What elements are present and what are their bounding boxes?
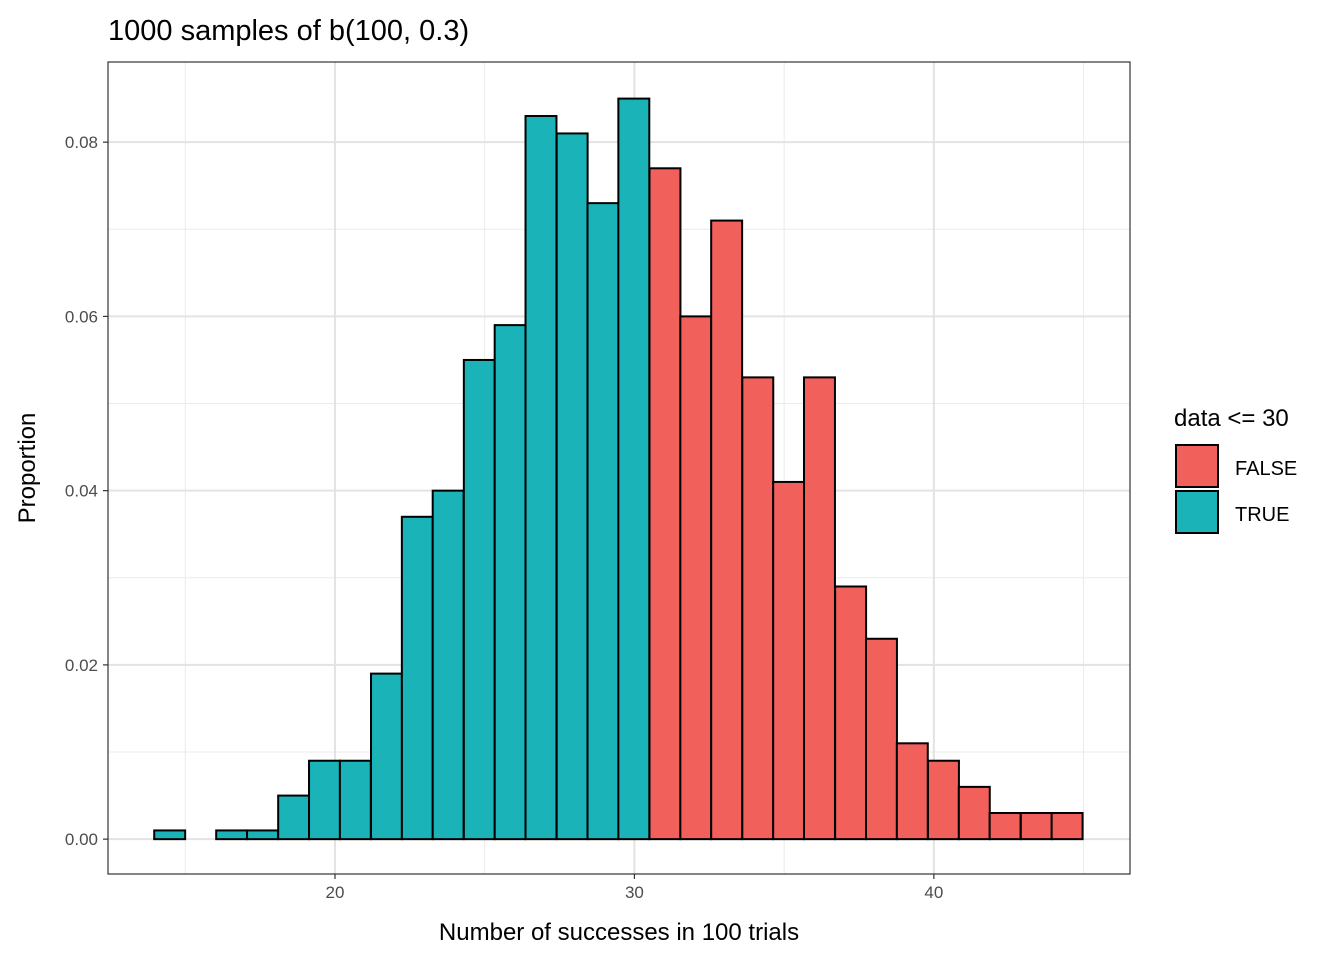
histogram-bar-17 <box>648 167 682 841</box>
bars <box>153 97 1084 841</box>
y-tick-label: 0.06 <box>65 307 98 326</box>
y-axis: 0.00 0.02 0.04 0.06 0.08 <box>65 133 108 849</box>
histogram-bar-12 <box>493 324 527 841</box>
histogram-bar-29 <box>1019 812 1053 841</box>
histogram-bar-5 <box>277 794 311 841</box>
histogram-bar-27 <box>957 785 991 841</box>
histogram-bar-16 <box>617 97 651 841</box>
legend-title: data <= 30 <box>1174 405 1289 432</box>
legend: data <= 30 FALSE TRUE <box>1174 405 1297 534</box>
y-tick-label: 0.04 <box>65 482 98 501</box>
histogram-bar-9 <box>400 515 434 841</box>
histogram-bar-18 <box>679 315 713 841</box>
histogram-bar-14 <box>555 132 589 841</box>
x-tick-label: 30 <box>625 883 644 902</box>
x-tick-label: 20 <box>326 883 345 902</box>
histogram-bar-6 <box>308 759 341 841</box>
histogram-bar-15 <box>586 202 620 841</box>
legend-label-true: TRUE <box>1235 504 1289 526</box>
histogram-bar-8 <box>370 672 403 841</box>
histogram-bar-3 <box>215 829 249 841</box>
histogram-bar-30 <box>1050 812 1084 841</box>
histogram-bar-1 <box>153 829 187 841</box>
legend-key-true <box>1175 490 1219 534</box>
histogram-bar-22 <box>803 376 836 841</box>
x-axis-label: Number of successes in 100 trials <box>439 919 799 946</box>
plot-panel-border <box>107 61 1131 875</box>
histogram-bar-20 <box>741 376 775 841</box>
histogram-bar-11 <box>462 358 496 841</box>
histogram-bar-7 <box>338 759 372 841</box>
histogram-bar-25 <box>895 742 929 841</box>
histogram-bar-13 <box>524 115 558 841</box>
legend-label-false: FALSE <box>1235 458 1297 480</box>
histogram-bar-23 <box>834 585 868 841</box>
y-axis-label: Proportion <box>14 413 41 524</box>
histogram-bar-28 <box>988 812 1022 841</box>
x-tick-label: 40 <box>924 883 943 902</box>
y-tick-label: 0.08 <box>65 133 98 152</box>
histogram-bar-4 <box>246 829 279 841</box>
histogram-bar-10 <box>431 489 465 841</box>
x-axis: 20 30 40 <box>326 874 943 902</box>
legend-key-false <box>1175 444 1219 488</box>
histogram-bar-19 <box>710 219 744 841</box>
chart-title: 1000 samples of b(100, 0.3) <box>108 15 469 47</box>
y-tick-label: 0.00 <box>65 830 98 849</box>
y-tick-label: 0.02 <box>65 656 98 675</box>
histogram-bar-24 <box>864 637 898 841</box>
histogram-bar-21 <box>772 480 806 841</box>
histogram-bar-26 <box>926 759 960 841</box>
